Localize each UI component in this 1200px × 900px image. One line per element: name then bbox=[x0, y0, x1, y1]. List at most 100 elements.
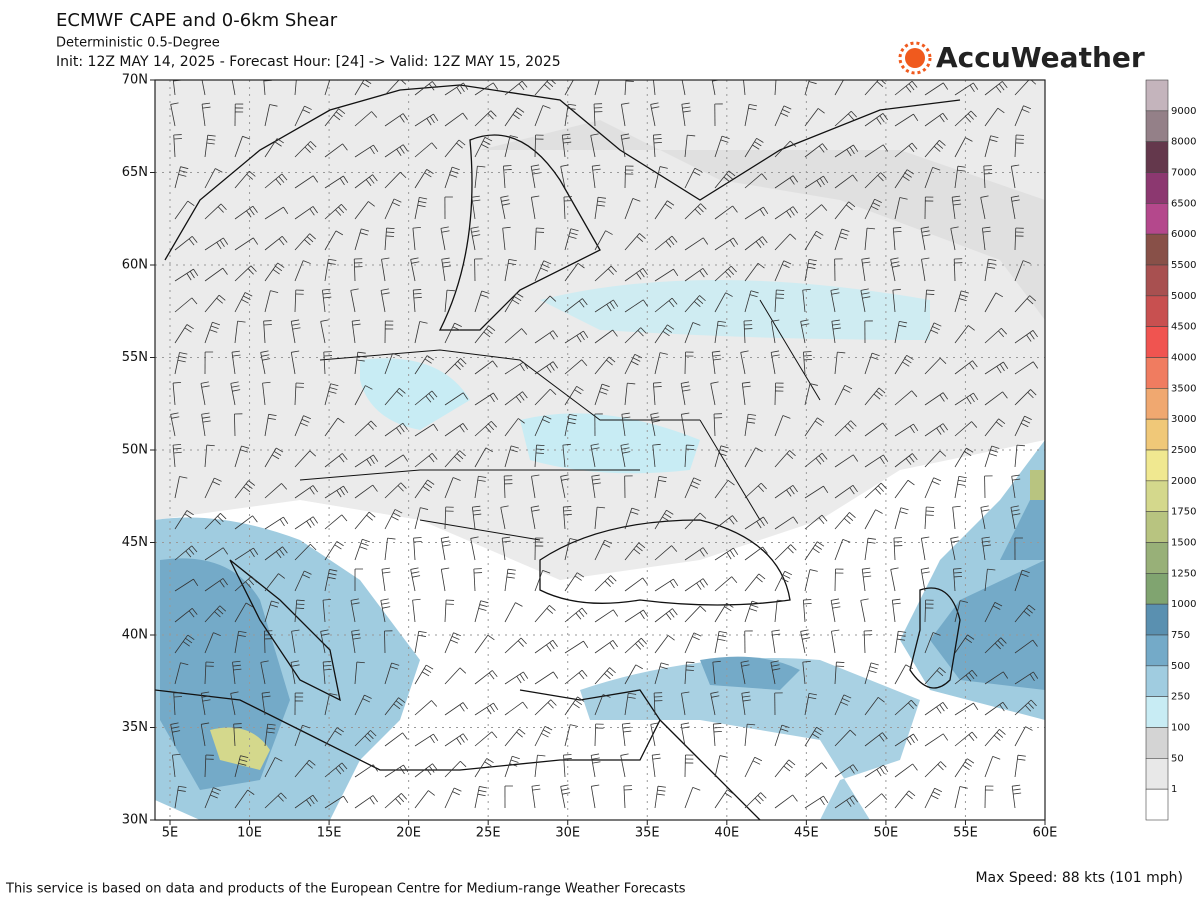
wind-barb bbox=[414, 733, 439, 747]
barb-feather bbox=[546, 81, 554, 88]
wind-barb bbox=[624, 692, 637, 716]
barb-feather bbox=[1023, 610, 1031, 617]
wind-barb bbox=[864, 764, 889, 778]
barb-feather bbox=[172, 753, 181, 756]
barb-feather bbox=[959, 294, 968, 298]
barb-feather bbox=[921, 567, 930, 570]
wind-barb bbox=[1014, 415, 1032, 437]
barb-feather bbox=[860, 598, 869, 601]
barb-feather bbox=[823, 175, 829, 184]
wind-barb bbox=[414, 423, 439, 437]
barb-shaft bbox=[200, 383, 206, 406]
barb-feather bbox=[583, 330, 589, 339]
barb-shaft bbox=[653, 80, 656, 96]
barb-feather bbox=[842, 388, 851, 393]
barb-feather bbox=[819, 798, 825, 806]
barb-shaft bbox=[324, 514, 343, 530]
barb-feather bbox=[335, 111, 343, 118]
barb-feather bbox=[1000, 637, 1007, 644]
barb-shaft bbox=[834, 80, 844, 96]
barb-feather bbox=[685, 669, 694, 671]
wind-barb bbox=[354, 228, 370, 251]
wind-barb bbox=[894, 630, 907, 654]
wind-barb bbox=[291, 629, 300, 654]
barb-feather bbox=[849, 729, 857, 736]
barb-feather bbox=[201, 691, 210, 694]
barb-feather bbox=[536, 448, 545, 450]
colorbar-label: 1 bbox=[1171, 784, 1177, 795]
barb-shaft bbox=[322, 600, 326, 623]
wind-barb bbox=[174, 785, 187, 809]
barb-feather bbox=[310, 543, 317, 551]
barb-feather bbox=[393, 512, 401, 517]
barb-feather bbox=[283, 206, 289, 215]
barb-shaft bbox=[984, 292, 997, 313]
barb-feather bbox=[634, 353, 643, 359]
barb-feather bbox=[726, 552, 732, 560]
wind-barb bbox=[534, 330, 558, 344]
wind-barb bbox=[534, 444, 545, 468]
barb-feather bbox=[386, 227, 395, 230]
barb-feather bbox=[803, 599, 812, 601]
barb-feather bbox=[202, 699, 211, 702]
barb-feather bbox=[965, 674, 972, 682]
barb-feather bbox=[1029, 295, 1036, 302]
wind-barb bbox=[530, 164, 541, 189]
wind-barb bbox=[234, 547, 259, 561]
wind-barb bbox=[504, 135, 518, 158]
barb-feather bbox=[232, 389, 241, 392]
wind-barb bbox=[890, 257, 901, 282]
barb-feather bbox=[902, 361, 910, 367]
barb-feather bbox=[642, 268, 648, 276]
barb-feather bbox=[581, 669, 588, 677]
colorbar-label: 5000 bbox=[1171, 291, 1196, 302]
barb-feather bbox=[352, 637, 361, 640]
barb-feather bbox=[516, 676, 522, 684]
wind-barb bbox=[474, 82, 499, 96]
wind-barb bbox=[1011, 474, 1021, 499]
wind-barb bbox=[744, 137, 764, 158]
barb-feather bbox=[576, 572, 585, 578]
wind-barb bbox=[534, 260, 552, 282]
wind-barb bbox=[234, 237, 259, 251]
barb-feather bbox=[569, 538, 578, 541]
wind-barb bbox=[950, 536, 960, 561]
barb-feather bbox=[323, 296, 332, 299]
barb-feather bbox=[821, 762, 828, 769]
barb-feather bbox=[862, 567, 871, 570]
barb-feather bbox=[831, 598, 840, 601]
barb-feather bbox=[393, 703, 401, 710]
wind-barb bbox=[744, 630, 753, 654]
barb-feather bbox=[642, 299, 649, 307]
barb-feather bbox=[860, 288, 869, 291]
barb-feather bbox=[424, 172, 432, 178]
barb-feather bbox=[964, 761, 972, 767]
barb-feather bbox=[605, 230, 613, 235]
barb-feather bbox=[880, 482, 887, 490]
barb-shaft bbox=[201, 80, 206, 96]
barb-feather bbox=[231, 350, 240, 353]
barb-feather bbox=[263, 72, 271, 73]
barb-feather bbox=[460, 358, 467, 365]
barb-feather bbox=[850, 110, 857, 118]
barb-feather bbox=[510, 759, 519, 763]
barb-feather bbox=[512, 755, 520, 760]
lon-label: 15E bbox=[317, 826, 342, 841]
wind-barb bbox=[201, 102, 211, 127]
barb-feather bbox=[400, 80, 407, 85]
barb-feather bbox=[365, 385, 373, 390]
wind-barb bbox=[892, 227, 902, 251]
barb-shaft bbox=[714, 205, 733, 220]
wind-barb bbox=[594, 80, 608, 96]
barb-feather bbox=[803, 355, 812, 357]
barb-feather bbox=[1032, 639, 1038, 647]
wind-barb bbox=[714, 479, 735, 499]
wind-barb bbox=[354, 568, 364, 592]
barb-shaft bbox=[1014, 260, 1024, 282]
barb-feather bbox=[633, 548, 641, 555]
wind-barb bbox=[743, 80, 746, 96]
colorbar-segment bbox=[1145, 233, 1169, 266]
barb-feather bbox=[172, 730, 181, 733]
wind-barb bbox=[921, 257, 930, 282]
